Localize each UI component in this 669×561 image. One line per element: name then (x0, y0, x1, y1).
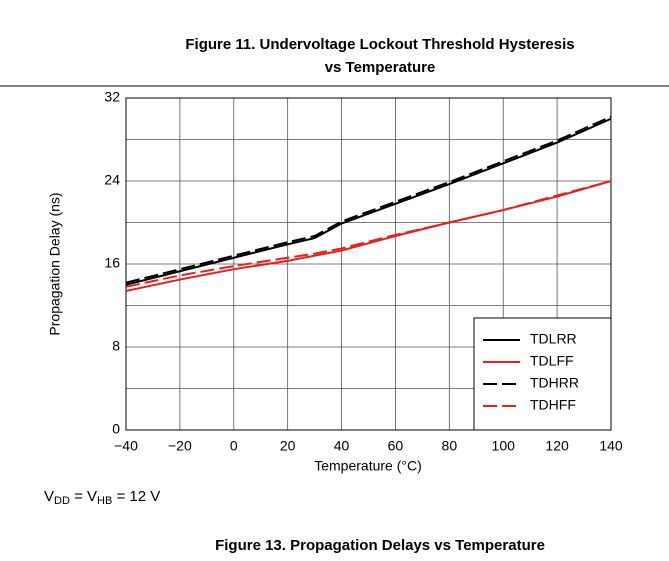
series-line (125, 180, 612, 292)
x-tick-label: −20 (168, 438, 192, 454)
x-tick-label: 20 (280, 438, 296, 454)
x-tick-label: −40 (114, 438, 138, 454)
x-tick-label: 140 (599, 438, 623, 454)
y-tick-label: 32 (104, 89, 120, 105)
legend-label: TDHRR (530, 375, 579, 391)
x-tick-label: 60 (388, 438, 404, 454)
note-sub: DD (54, 495, 70, 507)
x-tick-label: 40 (334, 438, 350, 454)
y-tick-label: 16 (104, 255, 120, 271)
series-line (125, 180, 612, 288)
x-tick-label: 100 (492, 438, 516, 454)
header-caption: Figure 11. Undervoltage Lockout Threshol… (185, 36, 574, 53)
note-part: = V (70, 488, 97, 505)
note-sub: HB (97, 495, 112, 507)
series-line (125, 117, 612, 286)
x-tick-label: 120 (545, 438, 569, 454)
legend-box (473, 317, 612, 431)
y-tick-label: 8 (112, 338, 120, 354)
note-part: V (44, 488, 54, 505)
y-tick-label: 0 (112, 421, 120, 437)
x-tick-label: 0 (230, 438, 238, 454)
note-part: = 12 V (112, 488, 160, 505)
plot-frame (125, 97, 612, 431)
y-tick-label: 24 (104, 172, 120, 188)
legend-label: TDHFF (530, 397, 576, 413)
chart-caption: Figure 13. Propagation Delays vs Tempera… (215, 537, 545, 554)
note: VDD = VHB = 12 V (44, 488, 160, 507)
y-axis-label: Propagation Delay (ns) (47, 192, 63, 335)
legend-label: TDLRR (530, 331, 577, 347)
header-caption: vs Temperature (325, 59, 436, 76)
x-axis-label: Temperature (°C) (314, 458, 422, 474)
x-tick-label: 80 (442, 438, 458, 454)
legend-label: TDLFF (530, 353, 574, 369)
